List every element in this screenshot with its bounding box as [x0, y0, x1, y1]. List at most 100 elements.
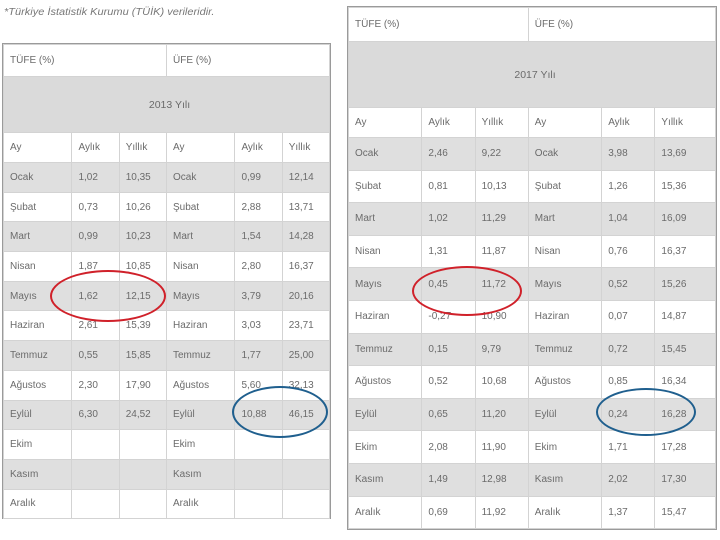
value-cell: 0,99 — [71, 221, 120, 253]
value-cell: 12,15 — [118, 280, 167, 312]
col-header: Ay — [2, 132, 73, 163]
month-cell: Temmuz — [347, 332, 423, 367]
month-cell: Eylül — [165, 399, 236, 431]
value-cell: 1,26 — [601, 169, 656, 204]
value-cell: 2,08 — [421, 430, 476, 464]
value-cell — [71, 488, 120, 520]
value-cell: 11,20 — [474, 397, 529, 432]
col-header: Aylık — [234, 132, 283, 163]
table-row: Ekim Ekim — [2, 429, 331, 460]
value-cell: 11,29 — [474, 202, 529, 236]
month-cell: Aralık — [2, 488, 73, 520]
value-cell: 15,45 — [654, 332, 716, 367]
month-cell: Ocak — [347, 137, 423, 171]
year-label: 2013 Yılı — [3, 76, 330, 133]
value-cell — [234, 488, 283, 520]
table-row: Eylül 6,30 24,52 Eylül 10,88 46,15 — [2, 399, 331, 431]
table-row: Kasım 1,49 12,98 Kasım 2,02 17,30 — [347, 462, 716, 497]
value-cell: 2,61 — [71, 310, 120, 342]
value-cell: 0,72 — [601, 332, 656, 367]
value-cell: 46,15 — [281, 399, 331, 431]
value-cell: 20,16 — [281, 280, 331, 312]
value-cell — [118, 458, 167, 490]
value-cell: -0,27 — [421, 299, 476, 334]
value-cell: 1,77 — [234, 340, 283, 371]
value-cell: 12,98 — [474, 462, 529, 497]
month-cell: Mart — [347, 202, 423, 236]
value-cell: 1,87 — [71, 251, 120, 282]
col-header: Ay — [165, 132, 236, 163]
month-cell: Aralık — [527, 495, 603, 530]
table-row: Mayıs 0,45 11,72 Mayıs 0,52 15,26 — [347, 267, 716, 301]
value-cell: 14,28 — [281, 221, 331, 253]
value-cell: 0,76 — [601, 234, 656, 269]
value-cell: 11,87 — [474, 234, 529, 269]
table-row: Mayıs 1,62 12,15 Mayıs 3,79 20,16 — [2, 280, 331, 312]
table-row: Ağustos 2,30 17,90 Ağustos 5,60 32,13 — [2, 369, 331, 401]
value-cell: 10,88 — [234, 399, 283, 431]
inflation-table-2013: TÜFE (%) ÜFE (%) 2013 Yılı Ay Aylık Yıll… — [2, 44, 331, 520]
month-cell: Eylül — [347, 397, 423, 432]
month-cell: Mart — [527, 202, 603, 236]
month-cell: Ağustos — [347, 365, 423, 399]
table-2013-panel: TÜFE (%) ÜFE (%) 2013 Yılı Ay Aylık Yıll… — [2, 43, 331, 520]
value-cell: 15,26 — [654, 267, 716, 301]
table-row: Aralık 0,69 11,92 Aralık 1,37 15,47 — [347, 495, 716, 530]
col-header: Ay — [527, 107, 603, 138]
value-cell: 32,13 — [281, 369, 331, 401]
value-cell: 1,62 — [71, 280, 120, 312]
table-row: Nisan 1,87 10,85 Nisan 2,80 16,37 — [2, 251, 331, 282]
value-cell: 0,52 — [601, 267, 656, 301]
table-row: Aralık Aralık — [2, 488, 331, 520]
value-cell: 2,80 — [234, 251, 283, 282]
month-cell: Şubat — [2, 191, 73, 223]
value-cell: 1,02 — [421, 202, 476, 236]
value-cell: 24,52 — [118, 399, 167, 431]
value-cell — [234, 429, 283, 460]
value-cell: 13,71 — [281, 191, 331, 223]
value-cell: 11,72 — [474, 267, 529, 301]
month-cell: Nisan — [527, 234, 603, 269]
col-header: Yıllık — [654, 107, 716, 138]
month-cell: Kasım — [527, 462, 603, 497]
value-cell: 23,71 — [281, 310, 331, 342]
value-cell — [281, 458, 331, 490]
month-cell: Mart — [165, 221, 236, 253]
value-cell: 9,79 — [474, 332, 529, 367]
value-cell: 0,73 — [71, 191, 120, 223]
value-cell: 3,79 — [234, 280, 283, 312]
value-cell: 1,37 — [601, 495, 656, 530]
tufe-header: TÜFE (%) — [3, 44, 167, 77]
value-cell: 5,60 — [234, 369, 283, 401]
month-cell: Kasım — [165, 458, 236, 490]
table-row: Ekim 2,08 11,90 Ekim 1,71 17,28 — [347, 430, 716, 464]
value-cell: 14,87 — [654, 299, 716, 334]
value-cell: 10,68 — [474, 365, 529, 399]
value-cell: 1,31 — [421, 234, 476, 269]
value-cell: 17,30 — [654, 462, 716, 497]
month-cell: Ağustos — [165, 369, 236, 401]
table-row: Ocak 2,46 9,22 Ocak 3,98 13,69 — [347, 137, 716, 171]
month-cell: Temmuz — [165, 340, 236, 371]
value-cell: 6,30 — [71, 399, 120, 431]
month-cell: Şubat — [527, 169, 603, 204]
month-cell: Ekim — [165, 429, 236, 460]
table-row: Ocak 1,02 10,35 Ocak 0,99 12,14 — [2, 162, 331, 193]
value-cell: 16,09 — [654, 202, 716, 236]
table-row: Temmuz 0,15 9,79 Temmuz 0,72 15,45 — [347, 332, 716, 367]
table-row: Mart 0,99 10,23 Mart 1,54 14,28 — [2, 221, 331, 253]
value-cell: 17,90 — [118, 369, 167, 401]
value-cell: 0,65 — [421, 397, 476, 432]
value-cell — [118, 429, 167, 460]
month-cell: Mayıs — [347, 267, 423, 301]
col-header: Yıllık — [474, 107, 529, 138]
value-cell: 9,22 — [474, 137, 529, 171]
ufe-header: ÜFE (%) — [165, 44, 331, 77]
value-cell: 17,28 — [654, 430, 716, 464]
value-cell — [118, 488, 167, 520]
inflation-table-2017: TÜFE (%) ÜFE (%) 2017 Yılı Ay Aylık Yıll… — [347, 7, 717, 530]
table-row: Haziran -0,27 10,90 Haziran 0,07 14,87 — [347, 299, 716, 334]
month-cell: Haziran — [2, 310, 73, 342]
table-row: Nisan 1,31 11,87 Nisan 0,76 16,37 — [347, 234, 716, 269]
value-cell: 10,35 — [118, 162, 167, 193]
